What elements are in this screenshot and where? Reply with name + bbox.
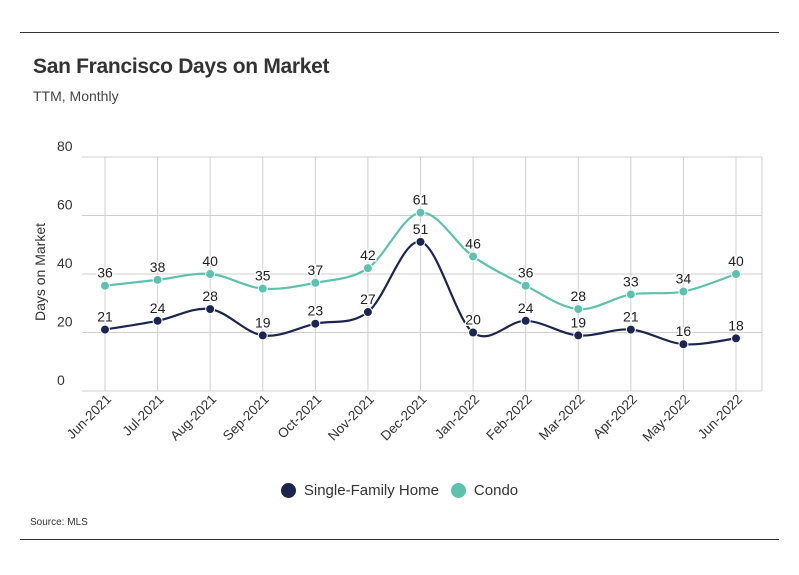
data-label: 23 <box>308 303 324 319</box>
chart-title: San Francisco Days on Market <box>33 55 330 78</box>
data-point[interactable] <box>152 315 163 326</box>
legend-item-condo[interactable]: Condo <box>450 482 519 499</box>
bottom-rule <box>20 539 779 540</box>
legend: Single-Family Home Condo <box>0 482 799 499</box>
data-label: 28 <box>202 288 218 304</box>
data-label: 51 <box>413 221 429 237</box>
data-point[interactable] <box>468 251 479 262</box>
data-point[interactable] <box>362 307 373 318</box>
legend-item-single-family[interactable]: Single-Family Home <box>280 482 439 499</box>
data-label: 16 <box>676 323 692 339</box>
data-point[interactable] <box>152 274 163 285</box>
x-tick-label: Jun-2021 <box>64 392 114 442</box>
chart-subtitle: TTM, Monthly <box>33 88 119 104</box>
x-tick-label: Apr-2022 <box>590 392 640 442</box>
data-point[interactable] <box>520 280 531 291</box>
data-label: 61 <box>413 192 429 208</box>
legend-label-single-family: Single-Family Home <box>303 482 439 499</box>
y-axis-label: Days on Market <box>32 223 48 321</box>
series-0: 21 24 28 19 23 27 51 20 24 19 21 16 18 <box>96 219 745 350</box>
data-point[interactable] <box>415 207 426 218</box>
data-label: 35 <box>255 268 271 284</box>
data-label: 40 <box>202 253 218 269</box>
data-point[interactable] <box>205 304 216 315</box>
data-label: 19 <box>255 314 271 330</box>
data-label: 33 <box>623 273 639 289</box>
y-axis-ticks: 0 20 40 60 80 <box>57 138 73 388</box>
data-point[interactable] <box>678 286 689 297</box>
y-tick-label: 60 <box>57 197 73 213</box>
data-label: 46 <box>465 235 481 251</box>
legend-marker-condo <box>450 483 466 498</box>
data-point[interactable] <box>731 333 741 344</box>
data-point[interactable] <box>520 315 531 326</box>
data-point[interactable] <box>678 339 689 350</box>
data-point[interactable] <box>625 289 636 300</box>
data-point[interactable] <box>257 330 268 341</box>
data-label: 36 <box>518 265 534 281</box>
x-tick-label: Aug-2021 <box>167 392 219 444</box>
x-tick-label: Feb-2022 <box>483 392 534 443</box>
data-label: 21 <box>623 309 639 325</box>
data-point[interactable] <box>257 283 268 294</box>
data-point[interactable] <box>100 324 110 335</box>
x-tick-label: Dec-2021 <box>378 392 430 444</box>
y-tick-label: 20 <box>57 314 73 330</box>
x-tick-label: Nov-2021 <box>325 392 377 444</box>
x-tick-label: Jun-2022 <box>695 392 745 442</box>
x-axis-ticks: Jun-2021 Jul-2021 Aug-2021 Sep-2021 Oct-2021… <box>64 392 745 445</box>
data-label: 19 <box>570 314 586 330</box>
data-label: 42 <box>360 247 376 263</box>
data-point[interactable] <box>468 327 479 338</box>
data-point[interactable] <box>625 324 636 335</box>
x-tick-label: Jul-2021 <box>119 392 166 439</box>
data-label: 34 <box>676 271 692 287</box>
data-point[interactable] <box>205 269 216 279</box>
y-tick-label: 40 <box>57 255 73 271</box>
data-point[interactable] <box>415 236 426 247</box>
data-label: 38 <box>150 259 166 275</box>
data-label: 24 <box>150 300 166 316</box>
y-tick-label: 80 <box>57 138 73 154</box>
data-label: 37 <box>308 262 324 278</box>
data-label: 20 <box>465 312 481 328</box>
y-tick-label: 0 <box>57 372 65 388</box>
data-point[interactable] <box>362 263 373 274</box>
top-rule <box>20 32 779 33</box>
data-label: 28 <box>570 288 586 304</box>
legend-label-condo: Condo <box>473 482 519 499</box>
legend-marker-single-family <box>280 483 296 498</box>
data-label: 18 <box>728 317 744 333</box>
data-label: 27 <box>360 291 376 307</box>
data-point[interactable] <box>731 269 741 279</box>
series-1: 36 38 40 35 37 42 61 46 36 28 33 34 40 <box>96 190 745 315</box>
x-tick-label: Mar-2022 <box>536 392 587 443</box>
x-tick-label: Jan-2022 <box>432 392 482 442</box>
source-note: Source: MLS <box>30 517 88 528</box>
data-label: 24 <box>518 300 534 316</box>
x-tick-label: Sep-2021 <box>220 392 272 444</box>
data-point[interactable] <box>310 318 321 329</box>
data-label: 40 <box>728 253 744 269</box>
data-point[interactable] <box>310 277 321 288</box>
x-tick-label: Oct-2021 <box>275 392 325 442</box>
data-point[interactable] <box>573 304 584 315</box>
data-label: 36 <box>97 265 113 281</box>
data-point[interactable] <box>100 280 110 291</box>
data-series: 21 24 28 19 23 27 51 20 24 19 21 16 18 36 38 40 35 37 42 61… <box>96 190 745 350</box>
x-tick-label: May-2022 <box>639 392 692 445</box>
data-point[interactable] <box>573 330 584 341</box>
data-label: 21 <box>97 309 113 325</box>
